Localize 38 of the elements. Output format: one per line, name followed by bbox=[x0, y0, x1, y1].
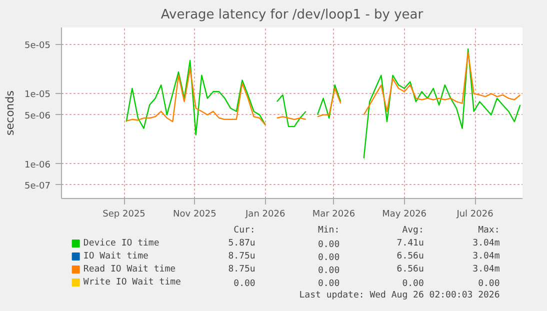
x-tick-label: Mar 2026 bbox=[312, 210, 356, 220]
text: 5.87u bbox=[228, 238, 256, 248]
legend-label: Write IO Wait time bbox=[83, 278, 181, 288]
legend-label: Read IO Wait time bbox=[83, 264, 176, 274]
y-tick-label: 5e-06 bbox=[24, 111, 51, 122]
text: 0.00 bbox=[402, 279, 424, 289]
legend-label: Device IO time bbox=[83, 238, 160, 248]
y-tick-label: 5e-05 bbox=[24, 41, 51, 52]
text: Max: bbox=[478, 226, 500, 236]
y-tick-label: 1e-05 bbox=[24, 90, 51, 100]
text: 6.56u bbox=[396, 264, 424, 274]
text: 3.04m bbox=[472, 238, 500, 248]
text: 6.56u bbox=[396, 252, 424, 262]
y-tick-label: 5e-07 bbox=[24, 181, 51, 192]
x-tick-label: Sep 2025 bbox=[102, 210, 146, 220]
x-tick-label: Nov 2025 bbox=[173, 210, 216, 220]
x-tick-label: Jul 2026 bbox=[456, 210, 494, 220]
text: 0.00 bbox=[478, 279, 500, 289]
text: 8.75u bbox=[228, 252, 256, 262]
text: 0.00 bbox=[318, 266, 340, 276]
text: 0.00 bbox=[318, 253, 340, 263]
y-tick-label: 1e-06 bbox=[24, 160, 51, 170]
chart-title: Average latency for /dev/loop1 - by year bbox=[160, 8, 424, 22]
text: 0.00 bbox=[318, 279, 340, 289]
text: 7.41u bbox=[396, 238, 424, 248]
x-tick-label: Jan 2026 bbox=[244, 210, 286, 220]
text: Avg: bbox=[402, 226, 424, 236]
text: Cur: bbox=[234, 226, 256, 236]
text: 8.75u bbox=[228, 264, 256, 274]
text: Last update: Wed Aug 26 02:00:03 2026 bbox=[299, 290, 500, 300]
y-axis-title: seconds bbox=[4, 90, 17, 136]
text: 0.00 bbox=[234, 279, 256, 289]
text: Min: bbox=[318, 226, 340, 236]
text: 0.00 bbox=[318, 240, 340, 250]
text: 3.04m bbox=[472, 264, 500, 274]
text: 3.04m bbox=[472, 252, 500, 262]
legend-label: IO Wait time bbox=[83, 252, 148, 262]
x-tick-label: May 2026 bbox=[382, 210, 427, 220]
